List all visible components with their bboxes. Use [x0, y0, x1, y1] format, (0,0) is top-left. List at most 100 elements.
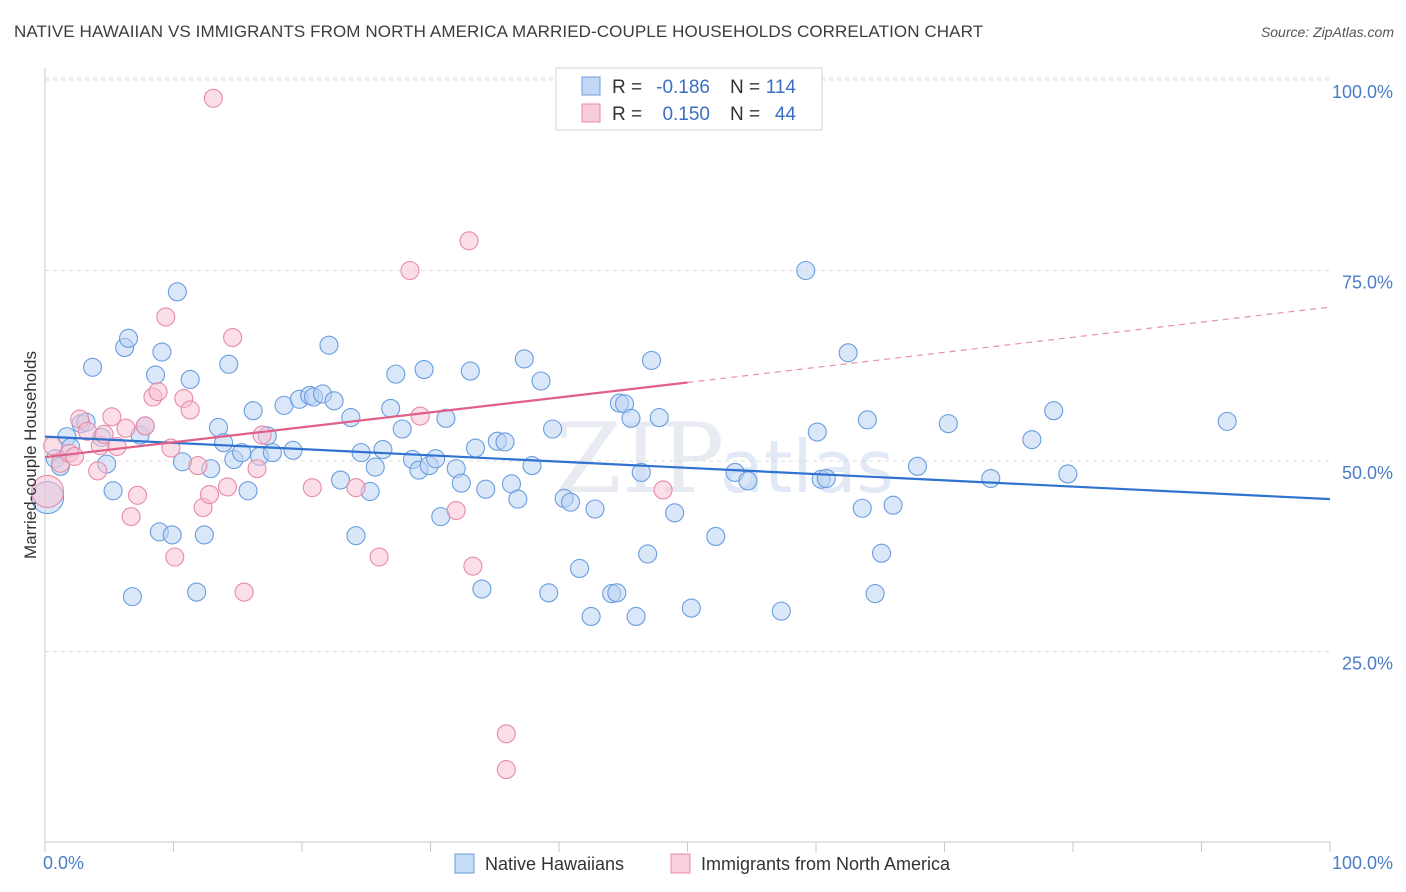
data-point [65, 446, 85, 466]
data-point [426, 449, 446, 469]
stats-n-label: N = [730, 77, 760, 98]
data-point [607, 583, 627, 603]
data-point [180, 369, 200, 390]
data-point [476, 479, 496, 499]
stats-legend: R = -0.186 N = 114 R = 0.150 N = 44 [555, 67, 823, 131]
data-point [706, 526, 726, 546]
data-point [31, 474, 65, 509]
data-point [436, 408, 456, 428]
data-point [243, 401, 263, 421]
data-point [194, 525, 214, 545]
data-point [238, 481, 258, 501]
data-point [232, 443, 252, 463]
data-point [857, 410, 877, 430]
data-point [135, 416, 155, 436]
data-point [122, 587, 142, 607]
stats-n-value: 44 [775, 104, 797, 125]
y-tick-label: 75.0% [1342, 273, 1393, 293]
stats-swatch-0 [581, 76, 601, 96]
data-point [561, 492, 581, 512]
data-point [381, 398, 401, 418]
data-point [252, 425, 272, 445]
data-point [514, 349, 534, 369]
data-point [1044, 401, 1064, 421]
data-point [543, 419, 563, 439]
data-point [807, 422, 827, 442]
data-point [365, 457, 385, 477]
trend-line-0 [44, 435, 1331, 501]
data-point [346, 478, 366, 498]
data-point [459, 231, 479, 251]
legend-swatch-0 [454, 853, 475, 874]
data-point [247, 459, 267, 479]
stats-r-value: 0.150 [662, 104, 710, 125]
axes [44, 68, 1331, 852]
trend-line-extension-1 [687, 306, 1331, 384]
data-point [162, 525, 182, 545]
data-point [234, 582, 254, 602]
data-point [465, 438, 486, 458]
data-point [621, 408, 641, 428]
data-point [938, 414, 958, 434]
data-point [1217, 411, 1237, 431]
data-point [148, 382, 168, 402]
data-point [223, 328, 243, 348]
watermark-atlas: atlas [720, 425, 894, 509]
trend-line-1 [44, 381, 688, 459]
y-tick-label: 25.0% [1342, 654, 1393, 674]
source-credit: Source: ZipAtlas.com [1260, 24, 1394, 40]
stats-n-value: 114 [766, 77, 797, 98]
data-point [451, 473, 471, 493]
data-point [585, 499, 605, 519]
bottom-legend: Native Hawaiians Immigrants from North Am… [454, 853, 951, 874]
data-point [496, 724, 516, 744]
data-point [653, 480, 673, 500]
data-point [816, 468, 836, 489]
data-point [102, 407, 122, 427]
data-point [907, 456, 928, 476]
x-tick-labels: 0.0% 100.0% [43, 853, 1393, 873]
legend-label-0: Native Hawaiians [485, 854, 624, 874]
data-point [414, 360, 434, 380]
data-point [373, 440, 393, 460]
chart-title: NATIVE HAWAIIAN VS IMMIGRANTS FROM NORTH… [14, 22, 984, 41]
data-point [865, 584, 885, 604]
data-point [410, 406, 430, 426]
data-point [219, 354, 239, 374]
data-point [386, 364, 406, 384]
data-point [852, 498, 872, 518]
data-point [649, 408, 669, 428]
data-point [145, 365, 166, 385]
data-point [283, 440, 303, 460]
x-tick-label-max: 100.0% [1332, 853, 1393, 873]
data-point [82, 357, 103, 377]
data-point [88, 461, 108, 481]
data-point [116, 418, 136, 438]
data-point [981, 468, 1001, 489]
y-tick-labels: 25.0% 50.0% 75.0% 100.0% [1332, 82, 1393, 674]
y-tick-label: 50.0% [1342, 463, 1393, 483]
data-point [167, 282, 187, 302]
data-point [330, 470, 351, 490]
x-tick-label-min: 0.0% [43, 853, 84, 873]
data-point [107, 436, 127, 457]
data-point [156, 307, 176, 327]
data-point [796, 260, 816, 281]
y-tick-label: 100.0% [1332, 82, 1393, 102]
data-point [883, 495, 903, 515]
data-point [681, 598, 701, 618]
data-point [121, 507, 141, 527]
data-point [508, 489, 528, 509]
data-point [531, 371, 551, 391]
stats-r-value: -0.186 [656, 77, 710, 98]
data-point [217, 477, 238, 497]
data-point [638, 544, 658, 564]
y-axis-title: Married-couple Households [21, 351, 40, 559]
data-point [460, 361, 480, 381]
data-point [570, 558, 590, 578]
data-point [581, 606, 601, 626]
data-point [203, 88, 223, 108]
data-point [771, 601, 791, 621]
data-point [1058, 464, 1078, 484]
